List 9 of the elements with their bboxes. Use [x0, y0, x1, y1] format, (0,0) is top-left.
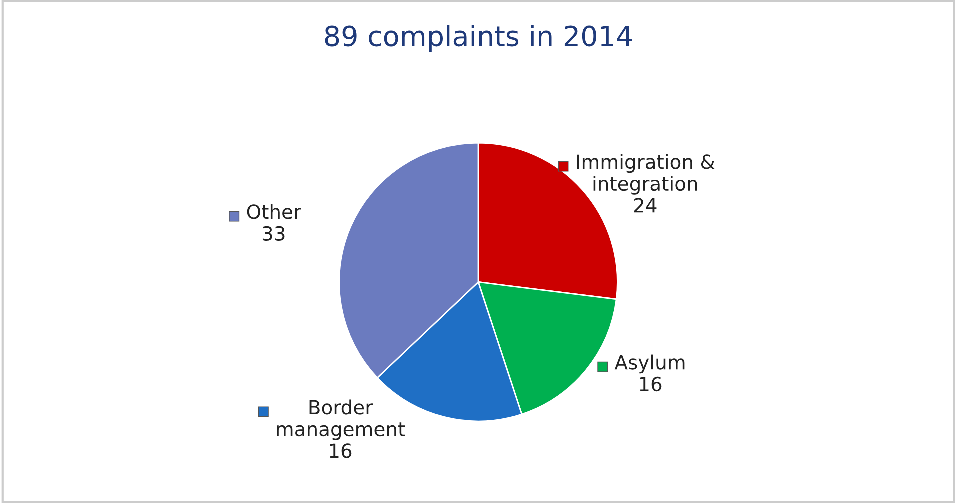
chart-title: 89 complaints in 2014 [325, 25, 632, 52]
legend-label: Immigration & integration [577, 154, 715, 195]
legend-label: Border management [277, 400, 406, 440]
data-label: 16 [330, 444, 352, 458]
data-label: 33 [262, 226, 285, 242]
legend-label: Asylum [614, 354, 685, 374]
data-label: 24 [634, 198, 657, 213]
data-label: 16 [640, 376, 662, 392]
legend-label: Other [247, 204, 302, 220]
